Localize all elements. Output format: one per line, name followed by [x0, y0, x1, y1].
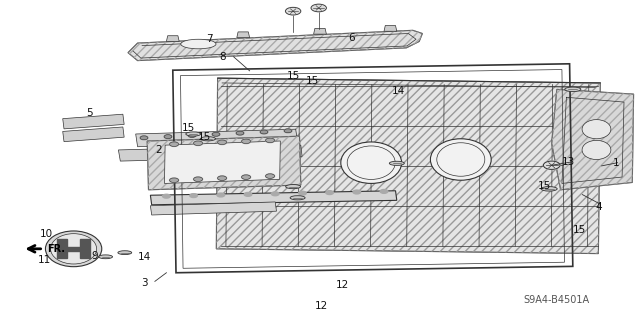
Ellipse shape — [541, 187, 557, 191]
Circle shape — [326, 191, 333, 195]
Polygon shape — [147, 136, 301, 190]
Text: 13: 13 — [562, 157, 575, 167]
Text: 15: 15 — [573, 225, 586, 235]
Polygon shape — [128, 30, 422, 61]
Text: 12: 12 — [315, 300, 328, 311]
Text: 3: 3 — [141, 278, 147, 288]
Text: 15: 15 — [182, 122, 195, 133]
Ellipse shape — [389, 161, 404, 165]
Circle shape — [170, 178, 179, 182]
Text: 8: 8 — [220, 52, 226, 62]
Text: FR.: FR. — [47, 244, 65, 254]
Circle shape — [284, 129, 292, 133]
Text: 5: 5 — [86, 108, 93, 118]
Polygon shape — [66, 247, 81, 251]
Polygon shape — [57, 239, 67, 258]
Polygon shape — [118, 145, 302, 161]
Ellipse shape — [45, 231, 102, 267]
Circle shape — [188, 134, 196, 137]
Text: S9A4-B4501A: S9A4-B4501A — [524, 295, 590, 305]
Ellipse shape — [430, 139, 492, 180]
Ellipse shape — [340, 142, 402, 183]
Circle shape — [218, 140, 227, 145]
Polygon shape — [552, 89, 634, 190]
Text: 11: 11 — [38, 255, 51, 265]
Circle shape — [271, 192, 279, 196]
Polygon shape — [314, 28, 326, 34]
Polygon shape — [166, 36, 179, 41]
Text: 14: 14 — [392, 86, 404, 96]
Circle shape — [353, 190, 361, 194]
Polygon shape — [384, 26, 397, 31]
Circle shape — [236, 131, 244, 135]
Ellipse shape — [118, 251, 132, 255]
Circle shape — [163, 194, 170, 198]
Circle shape — [170, 142, 179, 146]
Circle shape — [212, 132, 220, 136]
Text: 15: 15 — [538, 181, 550, 191]
Text: 4: 4 — [595, 202, 602, 212]
Circle shape — [193, 177, 202, 182]
Polygon shape — [136, 129, 298, 147]
Circle shape — [311, 4, 326, 12]
Text: 12: 12 — [336, 279, 349, 290]
Polygon shape — [63, 114, 124, 129]
Text: 14: 14 — [138, 252, 150, 262]
Circle shape — [242, 175, 251, 179]
Text: 6: 6 — [349, 33, 355, 43]
Circle shape — [244, 192, 252, 196]
Text: 1: 1 — [612, 158, 619, 168]
Circle shape — [298, 191, 306, 195]
Polygon shape — [63, 127, 124, 142]
Circle shape — [218, 176, 227, 181]
Ellipse shape — [290, 196, 305, 200]
Ellipse shape — [582, 140, 611, 160]
Circle shape — [193, 141, 202, 145]
Circle shape — [164, 135, 172, 138]
Polygon shape — [150, 202, 276, 215]
Text: 10: 10 — [40, 228, 52, 239]
Ellipse shape — [564, 87, 581, 92]
Circle shape — [380, 189, 388, 193]
Circle shape — [189, 194, 197, 197]
Polygon shape — [150, 191, 397, 205]
Ellipse shape — [582, 120, 611, 139]
Ellipse shape — [285, 184, 301, 189]
Ellipse shape — [99, 255, 113, 259]
Text: 2: 2 — [156, 145, 162, 155]
Ellipse shape — [186, 132, 201, 136]
Circle shape — [266, 138, 275, 143]
Text: 15: 15 — [287, 71, 300, 81]
Circle shape — [140, 136, 148, 140]
Ellipse shape — [200, 137, 216, 141]
Polygon shape — [237, 32, 250, 38]
Ellipse shape — [181, 39, 216, 49]
Text: 15: 15 — [198, 132, 211, 142]
Circle shape — [543, 161, 560, 169]
Polygon shape — [80, 239, 90, 258]
Circle shape — [242, 139, 251, 144]
Text: 15: 15 — [306, 76, 319, 86]
Circle shape — [266, 174, 275, 178]
Polygon shape — [216, 78, 600, 254]
Polygon shape — [164, 141, 280, 183]
Circle shape — [217, 193, 225, 197]
Circle shape — [260, 130, 268, 134]
Circle shape — [285, 7, 301, 15]
Text: 9: 9 — [92, 251, 98, 261]
Text: 7: 7 — [207, 34, 213, 44]
Ellipse shape — [51, 234, 97, 264]
